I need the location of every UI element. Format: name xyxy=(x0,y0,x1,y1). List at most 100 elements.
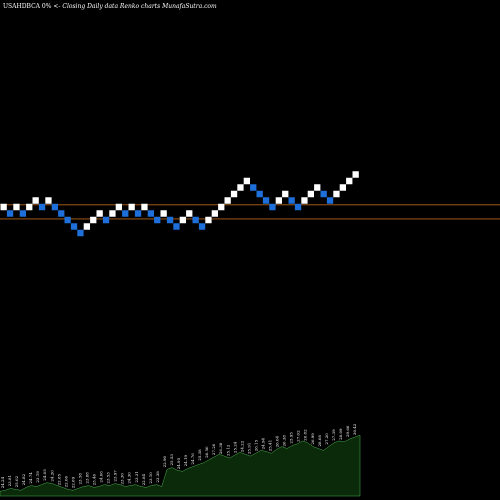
volume-label: 28.09 xyxy=(338,428,343,440)
volume-label: 24.76 xyxy=(190,453,195,465)
volume-label: 24.05 xyxy=(42,469,47,481)
renko-brick xyxy=(160,210,167,217)
volume-label: 24.30 xyxy=(127,472,132,484)
volume-label: 26.99 xyxy=(310,433,315,445)
renko-brick xyxy=(154,216,161,224)
renko-brick xyxy=(77,229,84,237)
volume-area-path xyxy=(0,434,361,497)
renko-brick xyxy=(205,216,212,224)
renko-brick xyxy=(141,203,148,211)
volume-label: 22.85 xyxy=(56,473,61,485)
volume-label: 24.94 xyxy=(261,437,266,449)
volume-label: 26.15 xyxy=(253,439,258,451)
volume-label: 22.69 xyxy=(70,476,75,488)
renko-brick xyxy=(134,210,142,217)
arrows-label: <- xyxy=(53,3,60,10)
renko-brick xyxy=(269,203,276,211)
renko-brick xyxy=(64,216,71,224)
renko-brick xyxy=(250,184,257,191)
volume-label: 26.04 xyxy=(275,435,280,447)
renko-brick xyxy=(179,216,186,224)
renko-brick xyxy=(70,223,78,230)
volume-label: 23.30 xyxy=(120,473,125,485)
volume-label: 22.06 xyxy=(63,475,68,487)
volume-label: 25.02 xyxy=(14,475,19,487)
renko-brick xyxy=(282,190,289,198)
volume-label: 24.06 xyxy=(99,471,104,483)
renko-brick xyxy=(294,203,302,211)
renko-brick xyxy=(224,197,231,204)
renko-brick xyxy=(314,184,321,191)
volume-label: 25.38 xyxy=(197,449,202,461)
volume-label: 30.42 xyxy=(352,423,357,435)
renko-brick xyxy=(352,171,359,178)
renko-brick xyxy=(19,210,26,217)
renko-brick xyxy=(198,223,206,230)
volume-label: 25.24 xyxy=(232,441,237,453)
volume-label: 25.91 xyxy=(246,443,251,454)
volume-label: 23.88 xyxy=(85,472,90,484)
renko-brick xyxy=(58,210,65,217)
volume-label: 25.95 xyxy=(289,432,294,444)
volume-label: 24.95 xyxy=(176,457,181,469)
volume-area xyxy=(0,434,361,497)
renko-brick xyxy=(256,190,263,198)
renko-brick xyxy=(147,210,154,217)
volume-label: 23.19 xyxy=(35,471,40,483)
chart-description: Closing Daily data Renko charts MunafaSu… xyxy=(62,3,217,10)
volume-label: 27.20 xyxy=(324,433,329,445)
renko-brick xyxy=(218,203,225,211)
renko-brick xyxy=(90,216,97,224)
renko-brick xyxy=(307,190,314,198)
renko-brick xyxy=(102,216,110,224)
volume-label: 29.66 xyxy=(345,425,350,437)
renko-brick xyxy=(122,210,129,217)
renko-brick xyxy=(96,210,103,217)
reference-lines xyxy=(0,204,500,220)
renko-brick xyxy=(275,197,282,204)
renko-brick xyxy=(230,190,238,198)
renko-brick xyxy=(262,197,270,204)
renko-brick xyxy=(211,210,218,217)
volume-label: 25.41 xyxy=(268,440,273,451)
renko-brick xyxy=(83,223,90,230)
renko-brick xyxy=(13,203,20,211)
volume-label: 24.24 xyxy=(0,476,5,488)
renko-brick xyxy=(109,210,116,217)
renko-brick xyxy=(346,177,353,185)
renko-brick xyxy=(115,203,122,211)
volume-label: 24.19 xyxy=(183,454,188,466)
renko-brick xyxy=(32,197,39,204)
volume-label: 23.10 xyxy=(148,472,153,484)
volume-label: 24.20 xyxy=(49,470,54,482)
renko-brick xyxy=(166,216,174,224)
volume-label: 27.20 xyxy=(211,443,216,455)
renko-bricks xyxy=(0,171,359,237)
volume-label: 24.22 xyxy=(239,440,244,452)
volume-label: 23.81 xyxy=(7,475,12,486)
renko-brick xyxy=(192,216,199,224)
volume-label: 26.38 xyxy=(218,442,223,454)
volume-label: 22.84 xyxy=(141,473,146,485)
symbol-label: USAHDBCA xyxy=(3,3,41,10)
volume-label: 24.74 xyxy=(28,472,33,484)
volume-label: 26.38 xyxy=(282,435,287,447)
renko-brick xyxy=(288,197,295,204)
volume-label: 27.39 xyxy=(331,429,336,441)
renko-brick xyxy=(45,197,52,204)
chart-header: USAHDBCA 0% <- Closing Daily data Renko … xyxy=(3,3,217,10)
volume-label: 22.90 xyxy=(162,455,167,467)
volume-label: 24.82 xyxy=(21,473,26,485)
volume-label: 23.46 xyxy=(92,473,97,485)
volume-label: 27.02 xyxy=(296,430,301,442)
volume-label: 23.38 xyxy=(155,471,160,483)
volume-labels: 24.24 23.81 25.02 24.82 24.74 23.19 24.05 24.20… xyxy=(0,423,357,488)
change-label: 0% xyxy=(42,3,52,10)
renko-brick xyxy=(320,190,327,198)
renko-brick xyxy=(243,177,250,185)
renko-brick xyxy=(51,203,58,211)
renko-brick xyxy=(173,223,180,230)
renko-brick xyxy=(333,190,340,198)
